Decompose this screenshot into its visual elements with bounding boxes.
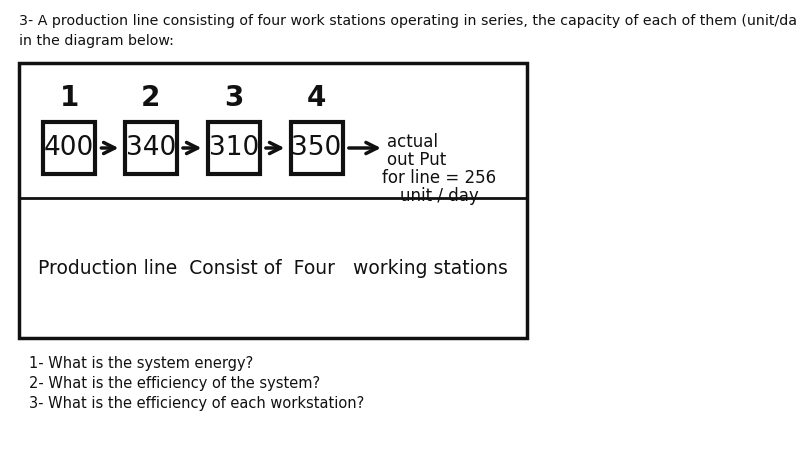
Text: 3- A production line consisting of four work stations operating in series, the c: 3- A production line consisting of four … (19, 14, 797, 28)
Text: 1: 1 (60, 84, 79, 112)
Text: 3- What is the efficiency of each workstation?: 3- What is the efficiency of each workst… (29, 396, 364, 411)
Text: Production line  Consist of  Four   working stations: Production line Consist of Four working … (38, 258, 508, 277)
Bar (19, 63, 528, 338)
Text: 2- What is the efficiency of the system?: 2- What is the efficiency of the system? (29, 376, 320, 391)
Text: 400: 400 (44, 135, 94, 161)
Bar (291, 122, 343, 174)
Text: for line = 256: for line = 256 (382, 169, 496, 187)
Text: unit / day: unit / day (399, 187, 478, 205)
Text: 4: 4 (307, 84, 326, 112)
Text: actual: actual (387, 133, 438, 151)
Text: 350: 350 (292, 135, 342, 161)
Bar (208, 122, 260, 174)
Bar (125, 122, 177, 174)
Text: 2: 2 (141, 84, 160, 112)
Bar (43, 122, 95, 174)
Text: 310: 310 (209, 135, 259, 161)
Text: in the diagram below:: in the diagram below: (19, 34, 175, 48)
Text: 3: 3 (224, 84, 243, 112)
Text: out Put: out Put (387, 151, 446, 169)
Text: 1- What is the system energy?: 1- What is the system energy? (29, 356, 253, 371)
Text: 340: 340 (126, 135, 176, 161)
